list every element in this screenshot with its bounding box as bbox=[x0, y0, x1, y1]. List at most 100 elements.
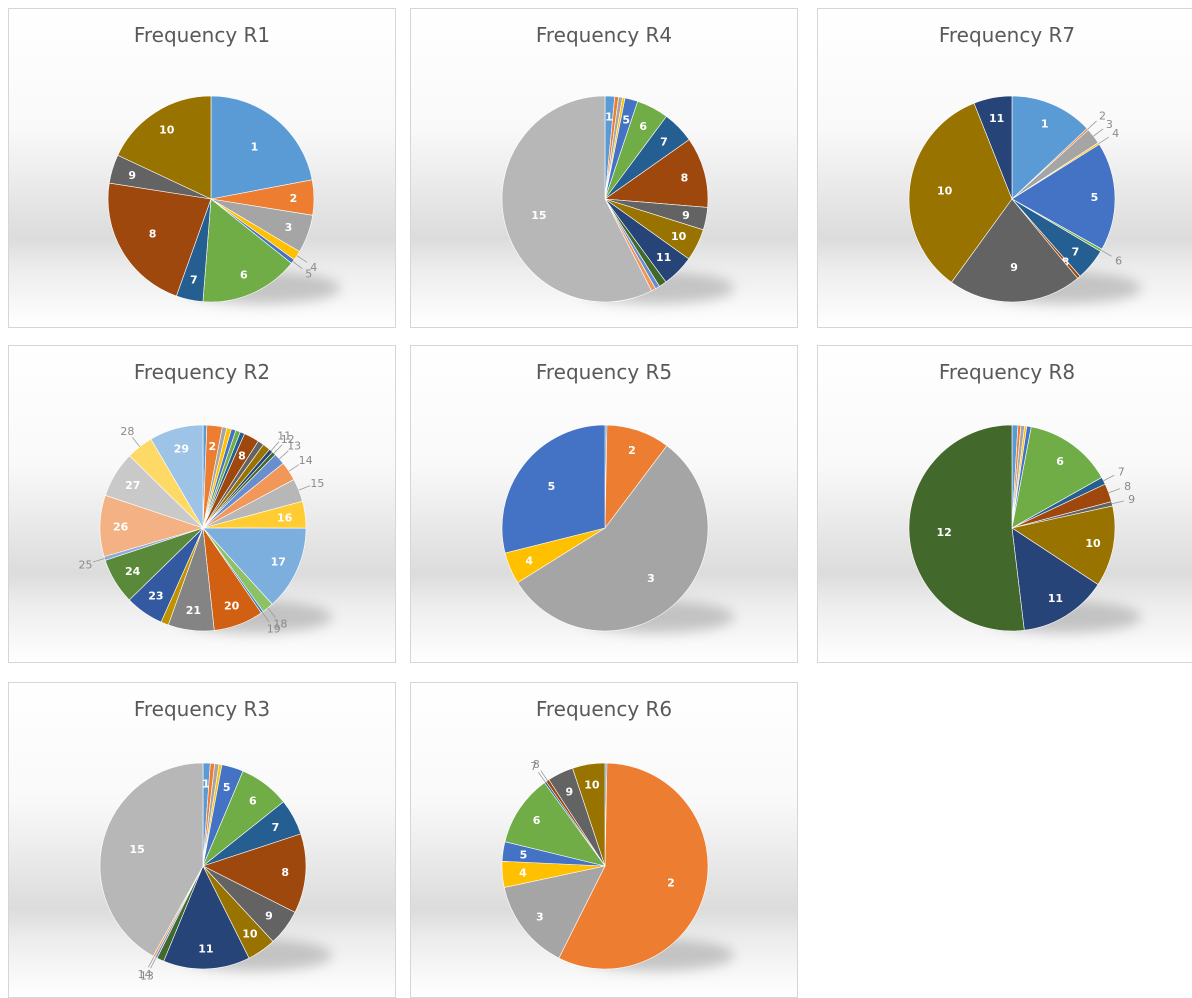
slice-label-27: 27 bbox=[125, 479, 140, 492]
pie-slice-2 bbox=[558, 762, 709, 970]
pie-chart-r5: 2 3 4 5 bbox=[501, 424, 735, 633]
leader-line-25 bbox=[93, 558, 105, 563]
chart-panel-r4: Frequency R4 1 5 6 7 8 9 10 11 15 bbox=[410, 8, 798, 328]
leader-line-7 bbox=[538, 772, 546, 783]
slice-label-9: 9 bbox=[682, 209, 690, 222]
slice-label-11: 11 bbox=[198, 942, 213, 955]
leader-line-6 bbox=[1101, 249, 1112, 257]
chart-title: Frequency R8 bbox=[938, 360, 1076, 384]
pie-slice-11 bbox=[1011, 527, 1099, 631]
slice-label-1: 1 bbox=[251, 141, 259, 154]
leader-line-13 bbox=[279, 450, 289, 460]
slice-label-3: 3 bbox=[647, 572, 655, 585]
pie-slice-6 bbox=[202, 198, 292, 303]
slice-label-10: 10 bbox=[937, 185, 953, 198]
slice-label-7: 7 bbox=[272, 821, 280, 834]
slice-label-5: 5 bbox=[223, 781, 231, 794]
slice-label-2: 2 bbox=[208, 440, 216, 453]
slice-label-4: 4 bbox=[525, 554, 533, 567]
slice-label-8: 8 bbox=[281, 866, 289, 879]
slice-label-10: 10 bbox=[584, 779, 600, 792]
slice-label-9: 9 bbox=[265, 910, 273, 923]
slice-label-6: 6 bbox=[1056, 455, 1064, 468]
slice-label-6: 6 bbox=[533, 814, 541, 827]
chart-panel-r3: Frequency R3 1 5 6 7 8 9 10 11 13 14 15 bbox=[8, 682, 396, 998]
leader-line-15 bbox=[298, 485, 311, 491]
pie-chart-r6: 2 3 4 5 6 78 9 10 bbox=[501, 758, 735, 971]
leader-line-8 bbox=[540, 770, 548, 781]
slice-label-10: 10 bbox=[159, 124, 175, 137]
slice-label-2: 2 bbox=[1099, 110, 1106, 123]
pie-slice-10 bbox=[117, 95, 212, 200]
slice-label-3: 3 bbox=[285, 221, 293, 234]
leader-line-3 bbox=[1093, 128, 1104, 137]
leader-line-2 bbox=[1087, 120, 1097, 130]
pie-slice-3 bbox=[517, 445, 709, 632]
slice-label-7: 7 bbox=[1072, 246, 1080, 259]
leader-line-18 bbox=[267, 607, 276, 618]
leader-line-14 bbox=[288, 464, 300, 472]
slice-label-5: 5 bbox=[305, 268, 312, 281]
leader-line-5 bbox=[292, 261, 303, 270]
chart-title: Frequency R4 bbox=[535, 23, 673, 47]
slice-label-23: 23 bbox=[148, 590, 163, 603]
slice-label-5: 5 bbox=[622, 113, 630, 126]
leader-line-4 bbox=[1098, 136, 1110, 144]
slice-label-11: 11 bbox=[656, 251, 671, 264]
pie-chart-r1: 1 2 3 45 6 7 8 9 10 bbox=[107, 95, 341, 304]
slice-label-9: 9 bbox=[128, 169, 136, 182]
slice-label-6: 6 bbox=[1115, 254, 1122, 267]
slice-label-2: 2 bbox=[667, 876, 675, 889]
chart-title: Frequency R3 bbox=[133, 697, 271, 721]
pie-slice-8 bbox=[202, 833, 307, 913]
slice-label-8: 8 bbox=[1124, 480, 1131, 493]
slice-label-8: 8 bbox=[149, 228, 157, 241]
slice-label-8: 8 bbox=[681, 171, 689, 184]
slice-label-18: 18 bbox=[273, 618, 287, 631]
chart-title: Frequency R7 bbox=[938, 23, 1076, 47]
leader-line-4 bbox=[296, 255, 308, 263]
leader-line-8 bbox=[1108, 488, 1121, 494]
pie-slice-8 bbox=[107, 182, 212, 297]
slice-label-26: 26 bbox=[113, 520, 129, 533]
slice-label-16: 16 bbox=[277, 511, 293, 524]
pie-slice-9 bbox=[951, 198, 1079, 303]
slice-label-9: 9 bbox=[565, 786, 573, 799]
pie-slice-11 bbox=[163, 865, 250, 970]
leader-line-12 bbox=[273, 444, 283, 454]
pie-slice-10 bbox=[1011, 505, 1116, 585]
slice-label-8: 8 bbox=[238, 449, 246, 462]
slice-label-7: 7 bbox=[190, 274, 198, 287]
slice-label-10: 10 bbox=[1085, 537, 1101, 550]
chart-title: Frequency R1 bbox=[133, 23, 271, 47]
pie-slice-1 bbox=[210, 95, 313, 200]
pie-slice-1 bbox=[1011, 95, 1088, 200]
slice-label-10: 10 bbox=[671, 230, 687, 243]
pie-slice-10 bbox=[908, 102, 1013, 283]
pie-slice-6 bbox=[504, 782, 606, 867]
slice-label-11: 11 bbox=[277, 430, 291, 443]
leader-line-7 bbox=[1103, 474, 1115, 482]
slice-label-6: 6 bbox=[639, 120, 647, 133]
slice-label-4: 4 bbox=[310, 261, 317, 274]
slice-label-3: 3 bbox=[1106, 118, 1113, 131]
slice-label-11: 11 bbox=[989, 112, 1004, 125]
slice-label-2: 2 bbox=[628, 444, 636, 457]
chart-panel-r8: Frequency R8 6 7 8 9 10 11 12 bbox=[817, 345, 1192, 663]
slice-label-14: 14 bbox=[299, 454, 313, 467]
chart-panel-r6: Frequency R6 2 3 4 5 6 7 8 9 10 bbox=[410, 682, 798, 998]
slice-label-24: 24 bbox=[125, 565, 141, 578]
leader-line-28 bbox=[132, 437, 141, 447]
pie-slice-5 bbox=[1011, 143, 1116, 250]
slice-label-4: 4 bbox=[1112, 127, 1119, 140]
slice-label-10: 10 bbox=[242, 928, 258, 941]
pie-slice-17 bbox=[202, 527, 307, 605]
slice-label-5: 5 bbox=[520, 848, 528, 861]
slice-label-6: 6 bbox=[249, 794, 257, 807]
slice-label-11: 11 bbox=[1048, 592, 1063, 605]
pie-slice-15 bbox=[501, 95, 652, 303]
slice-label-15: 15 bbox=[310, 477, 324, 490]
pie-slice-5 bbox=[501, 424, 606, 554]
